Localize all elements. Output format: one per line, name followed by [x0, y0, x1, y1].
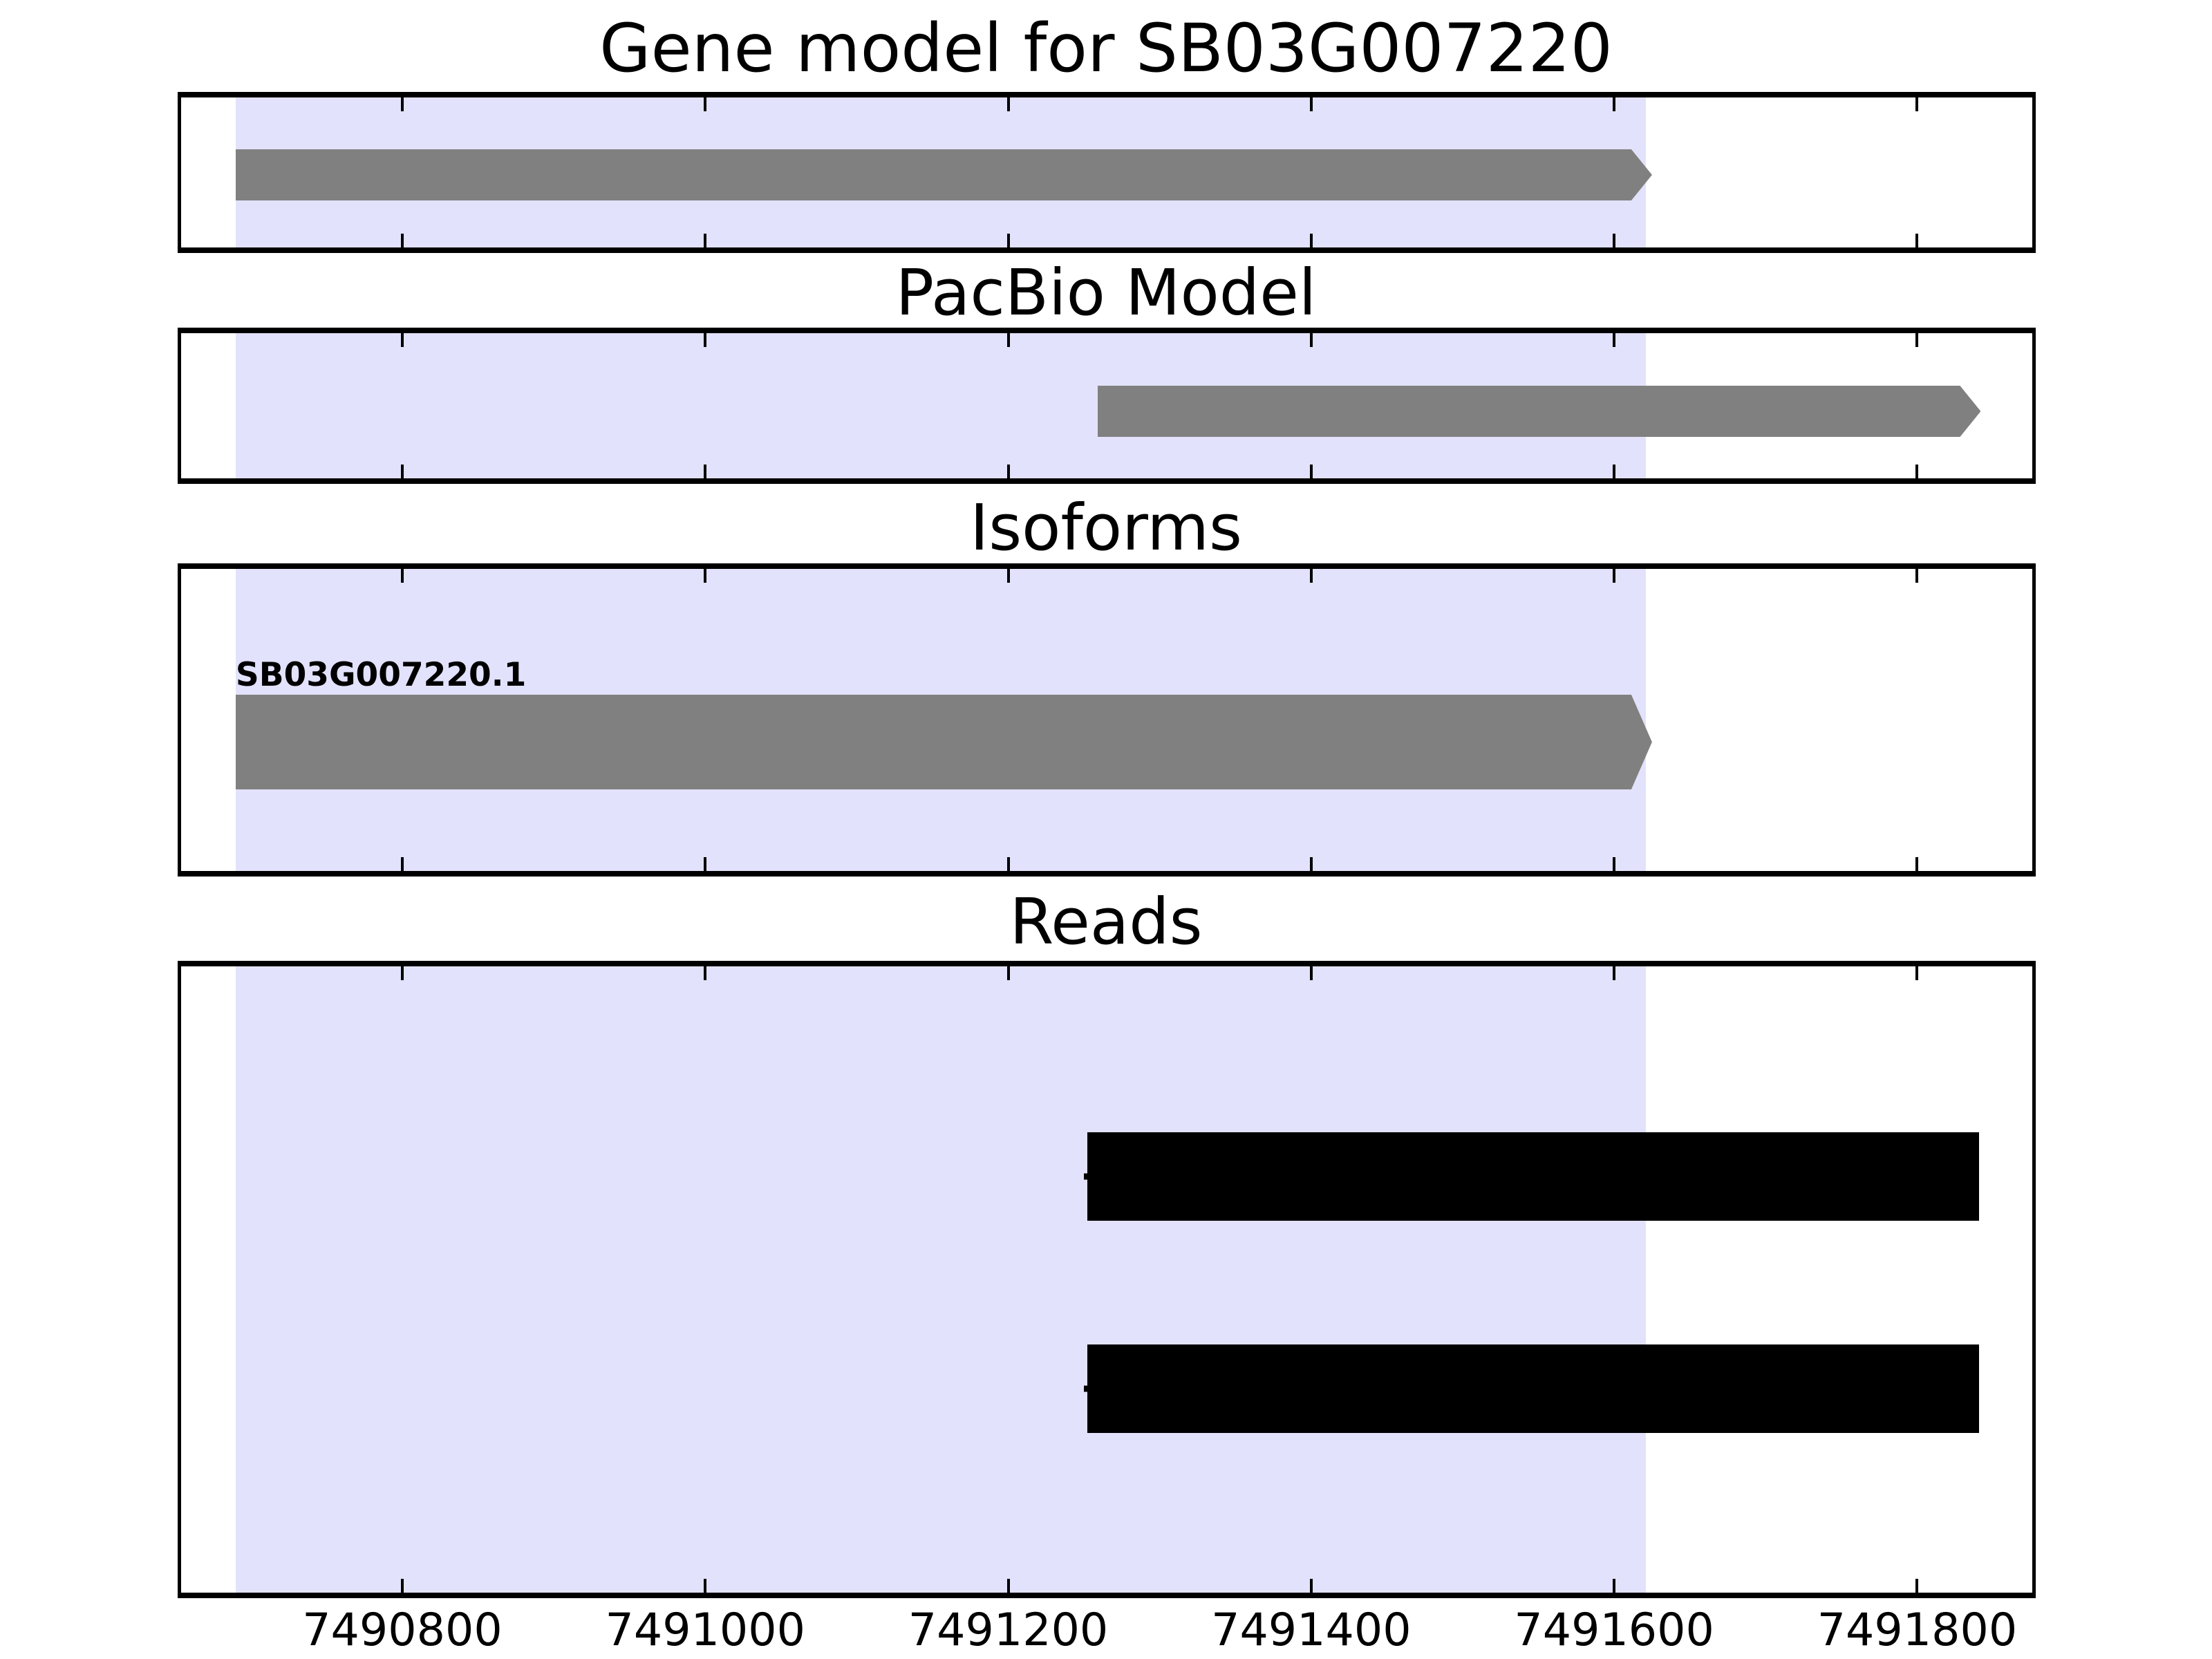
read-start-notch [1083, 1173, 1087, 1180]
tick-mark [1915, 966, 1919, 980]
tick-mark [1309, 465, 1313, 478]
tick-mark [1006, 966, 1010, 980]
tick-mark [704, 1579, 707, 1593]
panel-reads [178, 961, 2036, 1598]
tick-mark [400, 234, 404, 247]
tick-mark [704, 234, 707, 247]
tick-mark [1309, 569, 1313, 583]
gene-model-title: Gene model for SB03G007220 [599, 10, 1613, 87]
read-bar [1083, 1344, 1980, 1433]
pacbio-model-title: PacBio Model [895, 256, 1317, 330]
tick-mark [1613, 1579, 1616, 1593]
tick-mark [1915, 333, 1919, 347]
tick-mark [400, 1579, 404, 1593]
tick-mark [1309, 857, 1313, 871]
tick-mark [704, 966, 707, 980]
tick-mark [400, 966, 404, 980]
tick-mark [704, 465, 707, 478]
isoforms-title: Isoforms [970, 491, 1242, 565]
tick-mark [1309, 1579, 1313, 1593]
axis-tick-label: 7491000 [605, 1604, 806, 1656]
tick-mark [704, 97, 707, 111]
tick-mark [400, 465, 404, 478]
tick-mark [1915, 97, 1919, 111]
tick-mark [1006, 333, 1010, 347]
tick-mark [704, 333, 707, 347]
highlight-region [235, 966, 1647, 1593]
tick-mark [1006, 857, 1010, 871]
tick-mark [400, 333, 404, 347]
tick-mark [704, 569, 707, 583]
tick-mark [1613, 569, 1616, 583]
tick-mark [1006, 465, 1010, 478]
tick-mark [1006, 97, 1010, 111]
panel-gene-model [178, 92, 2036, 253]
axis-tick-label: 7491200 [908, 1604, 1109, 1656]
tick-mark [1613, 966, 1616, 980]
tick-mark [1309, 97, 1313, 111]
tick-mark [1309, 333, 1313, 347]
read-start-notch [1083, 1385, 1087, 1392]
tick-mark [1613, 857, 1616, 871]
panel-pacbio-model [178, 328, 2036, 484]
tick-mark [1915, 1579, 1919, 1593]
tick-mark [1613, 333, 1616, 347]
tick-mark [1915, 234, 1919, 247]
tick-mark [1915, 569, 1919, 583]
tick-mark [1915, 465, 1919, 478]
feature-arrow [236, 695, 1652, 789]
tick-mark [1309, 234, 1313, 247]
tick-mark [400, 97, 404, 111]
reads-title: Reads [1009, 885, 1203, 959]
tick-mark [1006, 569, 1010, 583]
read-bar [1083, 1132, 1980, 1221]
tick-mark [1309, 966, 1313, 980]
axis-tick-label: 7490800 [302, 1604, 503, 1656]
feature-arrow [236, 149, 1652, 200]
tick-mark [1915, 857, 1919, 871]
tick-mark [400, 857, 404, 871]
tick-mark [400, 569, 404, 583]
panel-isoforms: SB03G007220.1 [178, 563, 2036, 877]
tick-mark [704, 857, 707, 871]
tick-mark [1613, 234, 1616, 247]
tick-mark [1613, 97, 1616, 111]
tick-mark [1613, 465, 1616, 478]
tick-mark [1006, 234, 1010, 247]
isoform-label: SB03G007220.1 [235, 656, 527, 694]
feature-arrow [1098, 386, 1981, 437]
tick-mark [1006, 1579, 1010, 1593]
axis-tick-label: 7491400 [1211, 1604, 1412, 1656]
axis-tick-label: 7491800 [1817, 1604, 2018, 1656]
axis-tick-label: 7491600 [1514, 1604, 1714, 1656]
